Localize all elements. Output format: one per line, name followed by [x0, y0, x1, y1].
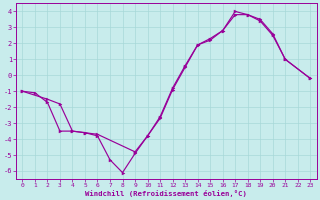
X-axis label: Windchill (Refroidissement éolien,°C): Windchill (Refroidissement éolien,°C) [85, 190, 247, 197]
